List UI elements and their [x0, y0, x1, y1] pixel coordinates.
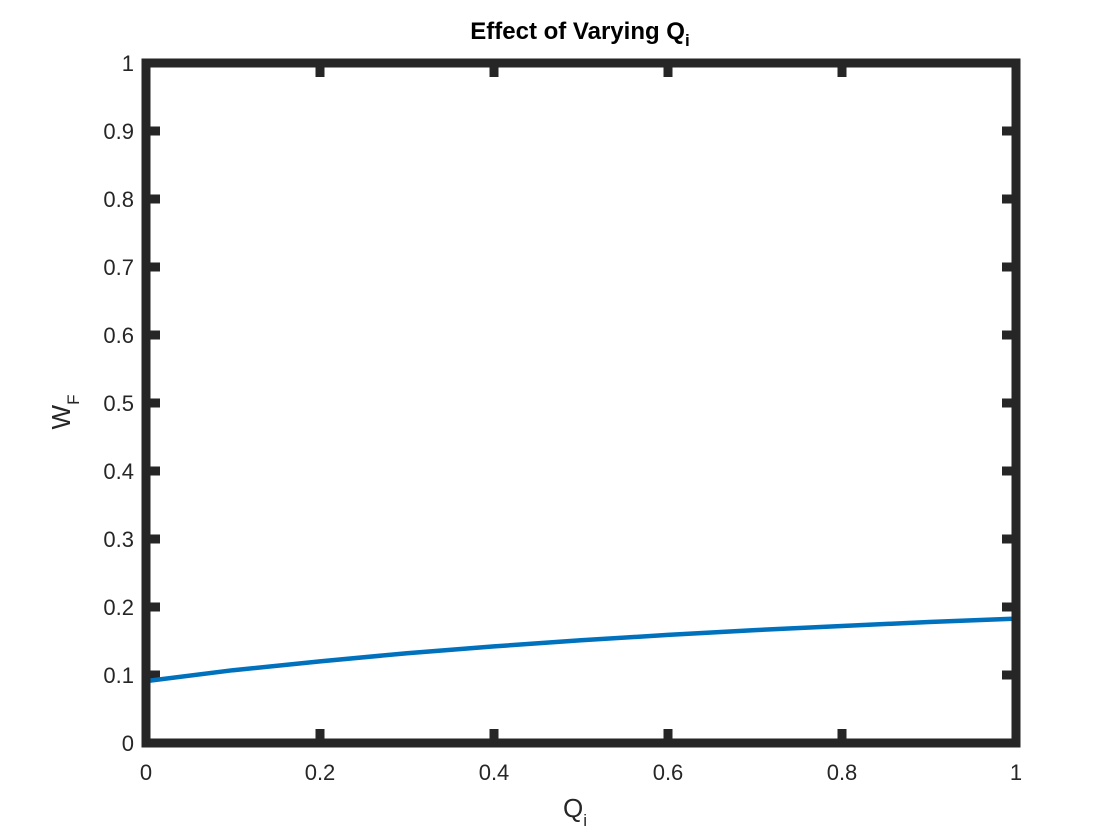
x-axis-label-base: Q	[563, 793, 583, 823]
y-tick-label: 0.4	[103, 459, 134, 484]
chart-title: Effect of Varying Qi	[470, 18, 689, 50]
y-tick-label: 1	[122, 51, 134, 76]
y-tick-label: 0.5	[103, 391, 134, 416]
y-tick-label: 0.7	[103, 255, 134, 280]
y-axis-label-base: W	[46, 404, 76, 429]
x-axis-label: Qi	[563, 793, 587, 830]
x-tick-label: 1	[1010, 760, 1022, 785]
y-axis-label-subscript: F	[64, 395, 83, 405]
y-axis-label: WF	[46, 395, 83, 430]
x-tick-label: 0	[140, 760, 152, 785]
y-tick-label: 0.2	[103, 595, 134, 620]
y-tick-label: 0	[122, 731, 134, 756]
y-tick-label: 0.3	[103, 527, 134, 552]
x-tick-label: 0.4	[479, 760, 510, 785]
y-tick-labels: 0 0.1 0.2 0.3 0.4 0.5 0.6 0.7 0.8 0.9 1	[103, 51, 134, 756]
x-tick-labels: 0 0.2 0.4 0.6 0.8 1	[140, 760, 1022, 785]
y-tick-label: 0.8	[103, 187, 134, 212]
x-tick-label: 0.2	[305, 760, 336, 785]
plot-background	[146, 63, 1016, 743]
y-tick-label: 0.9	[103, 119, 134, 144]
series-layer	[145, 616, 1017, 684]
chart-title-subscript: i	[685, 31, 690, 50]
series-line	[145, 616, 1017, 684]
axes-box	[141, 58, 1021, 748]
y-tick-label: 0.1	[103, 663, 134, 688]
x-tick-label: 0.6	[653, 760, 684, 785]
x-axis-label-subscript: i	[583, 811, 587, 830]
chart-title-base: Effect of Varying Q	[470, 18, 685, 45]
y-tick-label: 0.6	[103, 323, 134, 348]
plot-area	[141, 58, 1021, 748]
x-tick-label: 0.8	[827, 760, 858, 785]
